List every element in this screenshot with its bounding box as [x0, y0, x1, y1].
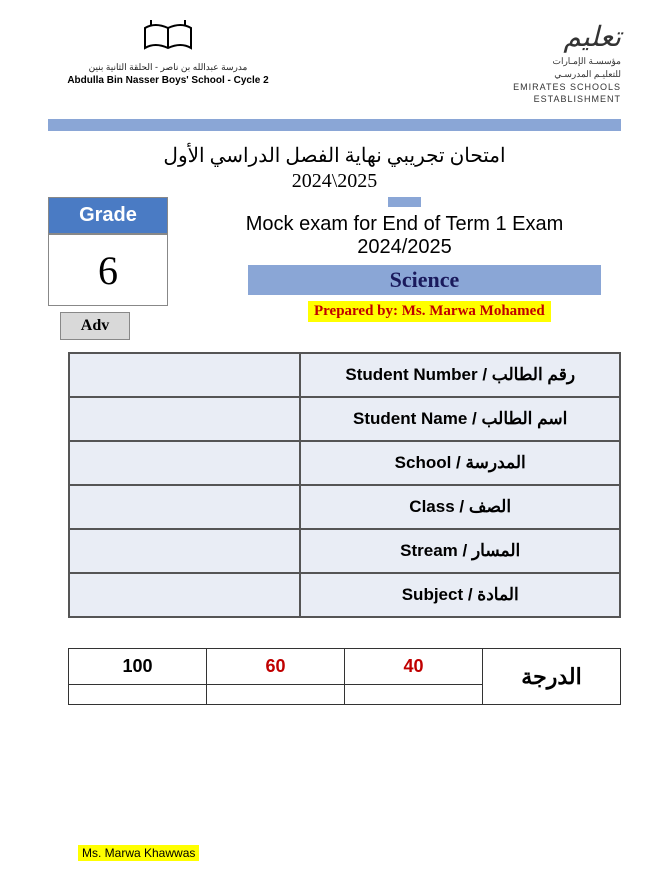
school-name-en: Abdulla Bin Nasser Boys' School - Cycle … — [48, 75, 288, 86]
student-info-table: رقم الطالب / Student Number اسم الطالب /… — [68, 352, 621, 618]
table-row: اسم الطالب / Student Name — [69, 397, 620, 441]
table-row: المادة / Subject — [69, 573, 620, 617]
info-value-cell — [69, 573, 300, 617]
school-name-ar: مدرسة عبدالله بن ناصر - الحلقة الثانية ب… — [48, 62, 288, 73]
score-table: 100 60 40 الدرجة — [68, 648, 621, 705]
ministry-en1: EMIRATES SCHOOLS — [481, 82, 621, 93]
table-row: 100 60 40 الدرجة — [69, 649, 621, 685]
book-icon — [48, 20, 288, 60]
ministry-ar2: للتعليـم المدرسـي — [481, 69, 621, 80]
info-label-cell: المدرسة / School — [300, 441, 620, 485]
divider-bar-mid — [388, 197, 421, 207]
info-label-cell: الصف / Class — [300, 485, 620, 529]
score-total: 100 — [69, 649, 207, 685]
grade-label: Grade — [48, 197, 168, 234]
info-value-cell — [69, 485, 300, 529]
info-value-cell — [69, 397, 300, 441]
info-label-cell: اسم الطالب / Student Name — [300, 397, 620, 441]
title-arabic: امتحان تجريبي نهاية الفصل الدراسي الأول — [0, 143, 669, 168]
divider-bar-top — [48, 119, 621, 131]
table-row: الصف / Class — [69, 485, 620, 529]
ministry-logo-block: تعليم مؤسسـة الإمـارات للتعليـم المدرسـي… — [481, 20, 621, 105]
mock-year: 2024/2025 — [188, 236, 621, 259]
main-row: Grade 6 Adv Mock exam for End of Term 1 … — [0, 197, 669, 340]
info-value-cell — [69, 441, 300, 485]
subject-bar: Science — [248, 265, 601, 295]
info-label-cell: المسار / Stream — [300, 529, 620, 573]
table-row: المسار / Stream — [69, 529, 620, 573]
info-value-cell — [69, 529, 300, 573]
score-other: 40 — [345, 649, 483, 685]
school-logo-block: مدرسة عبدالله بن ناصر - الحلقة الثانية ب… — [48, 20, 288, 105]
score-label: الدرجة — [483, 649, 621, 705]
table-row: المدرسة / School — [69, 441, 620, 485]
score-empty — [207, 685, 345, 705]
ministry-ar1: مؤسسـة الإمـارات — [481, 56, 621, 67]
table-row: رقم الطالب / Student Number — [69, 353, 620, 397]
score-empty — [69, 685, 207, 705]
title-year-ar: 2024\2025 — [0, 170, 669, 193]
grade-block: Grade 6 Adv — [48, 197, 168, 340]
header: مدرسة عبدالله بن ناصر - الحلقة الثانية ب… — [0, 0, 669, 105]
info-label-cell: رقم الطالب / Student Number — [300, 353, 620, 397]
footer-author: Ms. Marwa Khawwas — [78, 845, 199, 861]
score-empty — [345, 685, 483, 705]
mock-title: Mock exam for End of Term 1 Exam — [188, 213, 621, 236]
info-value-cell — [69, 353, 300, 397]
score-pass: 60 — [207, 649, 345, 685]
grade-number: 6 — [48, 234, 168, 306]
info-label-cell: المادة / Subject — [300, 573, 620, 617]
ministry-script: تعليم — [481, 20, 621, 54]
prepared-by: Prepared by: Ms. Marwa Mohamed — [308, 301, 551, 322]
grade-stream: Adv — [60, 312, 130, 340]
right-column: Mock exam for End of Term 1 Exam 2024/20… — [168, 197, 621, 340]
ministry-en2: ESTABLISHMENT — [481, 94, 621, 105]
